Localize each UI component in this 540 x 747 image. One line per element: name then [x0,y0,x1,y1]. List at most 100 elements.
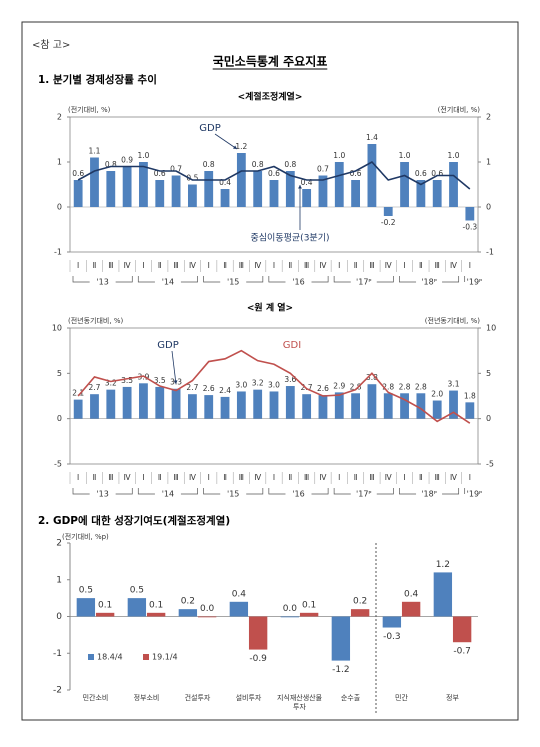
value-label: -0.2 [381,218,396,227]
bar [155,386,165,419]
bar [248,616,268,650]
value-label: 1.0 [333,151,345,160]
y2-tick-label: 2 [486,113,491,122]
x-tick-label: Ⅰ [469,261,471,270]
value-label: 0.5 [79,586,93,596]
value-label: 1.4 [366,133,378,142]
value-label: 2.4 [219,386,231,395]
y-tick-label: -5 [54,460,62,469]
value-label: 0.6 [415,169,427,178]
value-label: 2.8 [415,382,427,391]
bar [269,391,279,419]
value-label: 1.0 [137,151,149,160]
x-tick-label: Ⅲ [369,473,374,482]
year-label: '17ᴾ [356,278,371,287]
year-bracket [268,276,329,283]
value-label: 0.1 [302,600,316,610]
x-tick-label: Ⅲ [369,261,374,270]
x-tick-label: Ⅱ [158,261,162,270]
annotation-arrow [171,350,177,385]
x-tick-label: 지식재산생산물투자 [276,694,323,711]
value-label: 0.2 [353,597,367,607]
value-label: 3.2 [252,379,264,388]
year-label: '17ᴾ [356,490,371,499]
value-label: 0.6 [154,169,166,178]
bar [350,609,370,617]
value-label: 0.1 [149,600,163,610]
page-border [21,21,519,721]
bar [204,171,214,207]
value-label: 3.6 [284,375,296,384]
bar [253,171,263,207]
bar [432,180,442,207]
bar [351,180,361,207]
x-tick-label: Ⅱ [419,473,423,482]
x-tick-label: 정부소비 [133,694,160,702]
bar [465,207,475,221]
year-label: '13 [96,490,108,499]
value-label: 0.0 [283,604,298,614]
x-tick-label: Ⅰ [273,473,275,482]
bar [400,162,409,207]
value-label: 0.4 [301,178,313,187]
x-tick-label: 정부 [446,694,459,702]
bar [204,395,214,419]
legend-swatch [143,654,149,660]
section-title: 2. GDP에 대한 성장기여도(계절조정계열) [38,514,230,527]
bar [432,400,442,419]
value-label: 3.0 [235,380,247,389]
value-label: 0.1 [98,600,112,610]
line [77,349,471,424]
x-tick-label: Ⅰ [273,261,275,270]
bar [146,612,166,617]
year-bracket [268,488,329,495]
value-label: 0.6 [431,169,443,178]
x-tick-label: Ⅲ [108,261,113,270]
x-tick-label: Ⅳ [189,473,196,482]
bar [318,395,328,419]
year-bracket [72,488,133,495]
x-tick-label: Ⅳ [319,473,326,482]
year-bracket [399,276,460,283]
y2-tick-label: -5 [486,460,494,469]
value-label: 0.6 [350,169,362,178]
y-tick-label: 5 [57,369,62,378]
year-bracket [203,488,264,495]
x-tick-label: Ⅰ [77,473,79,482]
year-bracket [399,488,460,495]
year-label: '19ᴾ [467,490,482,499]
bar [76,598,96,617]
legend-swatch [88,654,94,660]
legend-label: 19.1/4 [152,653,178,662]
value-label: 0.5 [130,586,144,596]
year-bracket [137,488,198,495]
bar [400,393,409,419]
year-label: '19ᴾ [467,278,482,287]
value-label: 2.7 [89,383,101,392]
chart-subtitle: <계절조정계열> [238,91,303,103]
value-label: 0.0 [200,604,215,614]
x-tick-label: Ⅲ [108,473,113,482]
value-label: 0.5 [186,174,198,183]
x-tick-label: Ⅲ [435,473,440,482]
bar [285,171,295,207]
bar [122,386,132,419]
value-label: -0.7 [453,647,471,657]
bar [449,390,458,419]
series-annotation: 중심이동평균(3분기) [251,233,330,244]
value-label: 0.7 [170,165,182,174]
bar [465,402,475,419]
bar [197,616,217,618]
y-tick-label: 0 [57,414,62,423]
value-label: 0.8 [252,160,264,169]
value-label: 2.9 [333,381,345,390]
x-tick-label: Ⅱ [288,261,292,270]
value-label: 2.8 [399,382,411,391]
x-tick-label: Ⅲ [435,261,440,270]
x-tick-label: 설비투자 [235,694,262,702]
value-label: 0.6 [72,169,84,178]
x-tick-label: Ⅱ [354,473,358,482]
x-tick-label: Ⅳ [385,473,392,482]
y-tick-label: 1 [57,158,62,167]
